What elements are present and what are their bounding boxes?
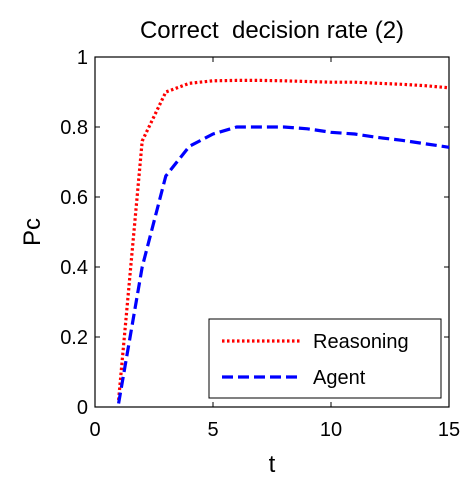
legend-box bbox=[208, 318, 442, 399]
chart-title: Correct decision rate (2) bbox=[140, 17, 404, 44]
legend-label-agent: Agent bbox=[313, 367, 366, 389]
y-axis-label: Pc bbox=[19, 218, 46, 246]
legend-label-reasoning: Reasoning bbox=[313, 331, 409, 353]
y-tick-label: 1 bbox=[77, 47, 88, 69]
y-tick-label: 0 bbox=[77, 397, 88, 419]
y-tick-label: 0.2 bbox=[60, 327, 88, 349]
series-line-agent bbox=[117, 125, 450, 404]
x-tick-label: 5 bbox=[207, 419, 218, 441]
y-tick-label: 0.6 bbox=[60, 187, 88, 209]
x-tick-label: 0 bbox=[89, 419, 100, 441]
x-tick-label: 15 bbox=[438, 419, 460, 441]
y-tick-label: 0.4 bbox=[60, 257, 88, 279]
x-axis-label: t bbox=[269, 451, 276, 474]
legend: Reasoning Agent bbox=[208, 318, 442, 399]
x-tick-label: 10 bbox=[320, 419, 342, 441]
axis-ticks: 0 5 10 15 0 0.2 0.4 0.6 0.8 1 bbox=[60, 47, 460, 441]
y-tick-label: 0.8 bbox=[60, 117, 88, 139]
series-lines bbox=[117, 78, 450, 404]
